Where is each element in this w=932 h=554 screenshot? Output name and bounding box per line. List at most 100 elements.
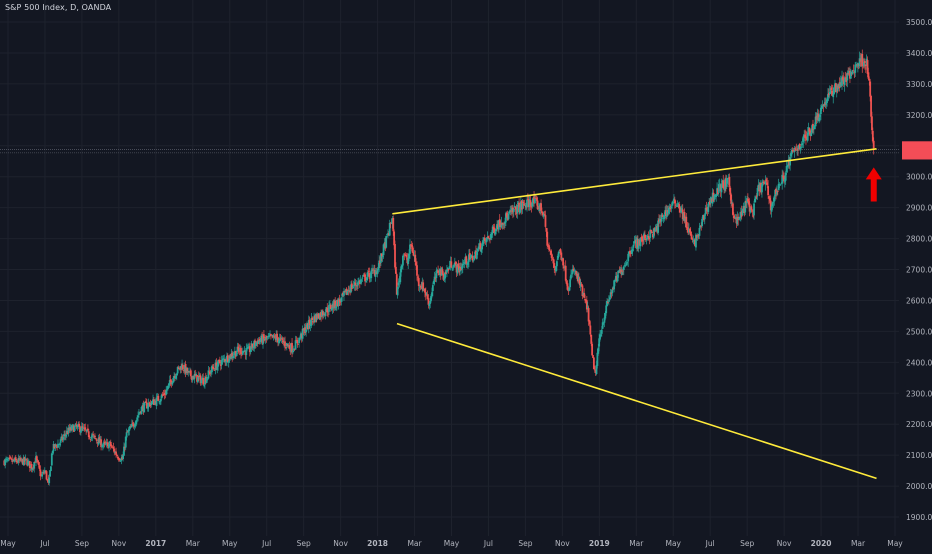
candle-body — [529, 200, 532, 205]
candle-body — [728, 177, 731, 188]
candle-body — [281, 338, 284, 340]
candle-body — [78, 423, 81, 427]
candle-body — [171, 382, 174, 385]
candle-body — [518, 202, 520, 213]
candle-body — [622, 270, 624, 272]
candle-body — [739, 216, 741, 219]
candle-body — [357, 281, 359, 286]
candle-body — [575, 270, 578, 276]
candle-body — [175, 373, 178, 376]
candle-body — [174, 375, 177, 379]
candle-body — [823, 103, 826, 107]
arrow-up-icon — [865, 167, 882, 202]
x-tick-label: Jul — [39, 539, 49, 548]
candle-body — [213, 369, 216, 371]
candle-body — [418, 286, 421, 288]
candle-body — [94, 435, 96, 438]
candle-body — [819, 114, 821, 117]
candle-body — [476, 249, 479, 252]
candle-body — [606, 300, 608, 307]
x-tick-label: May — [665, 539, 681, 548]
candle-body — [543, 213, 546, 215]
x-tick-label: Sep — [297, 539, 311, 548]
candle-body — [592, 357, 595, 370]
x-tick-label: 2017 — [145, 539, 166, 548]
candle-body — [430, 295, 432, 301]
candle-body — [361, 277, 364, 279]
candle-body — [116, 455, 118, 457]
candle-body — [105, 442, 108, 445]
candle-body — [633, 241, 636, 244]
candle-body — [92, 434, 95, 436]
candle-body — [818, 117, 821, 122]
candle-body — [571, 268, 574, 274]
candle-body — [91, 435, 94, 437]
candle-body — [627, 253, 630, 262]
candle-body — [526, 199, 528, 208]
candle-body — [9, 457, 12, 459]
candle-body — [143, 402, 146, 413]
candle-body — [799, 146, 802, 151]
candle-body — [408, 253, 410, 259]
candle-body — [429, 300, 432, 304]
candle-body — [557, 251, 560, 257]
candle-body — [599, 334, 601, 340]
candle-body — [434, 277, 437, 279]
candle-body — [226, 355, 229, 362]
candle-body — [426, 294, 429, 300]
candle-body — [286, 344, 289, 346]
candle-body — [168, 380, 171, 385]
candle-body — [362, 275, 365, 277]
candle-body — [73, 425, 76, 431]
candle-body — [462, 262, 465, 264]
candle-body — [241, 350, 244, 355]
candle-body — [444, 272, 447, 279]
candle-body — [284, 341, 286, 347]
candle-body — [55, 444, 58, 446]
candle-body — [71, 425, 73, 430]
y-tick-label: 2400.0 — [906, 358, 932, 367]
candle-body — [806, 132, 809, 141]
candle-body — [211, 366, 213, 373]
candle-body — [647, 236, 650, 238]
candle-body — [784, 172, 787, 181]
candle-body — [581, 285, 584, 297]
candle-body — [58, 443, 61, 446]
candle-body — [394, 244, 396, 268]
candle-body — [545, 227, 548, 232]
candle-body — [578, 278, 581, 286]
candle-body — [372, 269, 374, 271]
candle-body — [327, 311, 330, 313]
candle-body — [50, 453, 53, 466]
x-tick-label: Sep — [75, 539, 89, 548]
candle-body — [695, 234, 697, 248]
candle-body — [87, 431, 90, 438]
candle-body — [747, 201, 750, 205]
candle-body — [572, 269, 575, 271]
candle-body — [741, 208, 744, 216]
candle-body — [768, 197, 771, 201]
candle-body — [50, 466, 52, 472]
candle-body — [222, 358, 225, 360]
candle-body — [559, 249, 562, 254]
candle-body — [102, 442, 105, 445]
candle-body — [769, 200, 772, 211]
candle-body — [282, 340, 285, 343]
candle-body — [642, 240, 645, 242]
candle-body — [718, 183, 721, 185]
candle-body — [308, 319, 311, 325]
candle-body — [95, 439, 98, 441]
candle-body — [43, 472, 45, 474]
candle-body — [221, 358, 224, 361]
candle-body — [495, 228, 498, 232]
candle-body — [72, 425, 74, 427]
candle-body — [402, 255, 404, 266]
candle-body — [761, 184, 763, 193]
candle-body — [832, 93, 835, 98]
candle-body — [650, 230, 652, 232]
candle-body — [498, 219, 501, 226]
candle-body — [471, 255, 474, 261]
candle-body — [412, 252, 415, 256]
candle-body — [565, 281, 568, 284]
candle-body — [127, 430, 130, 433]
